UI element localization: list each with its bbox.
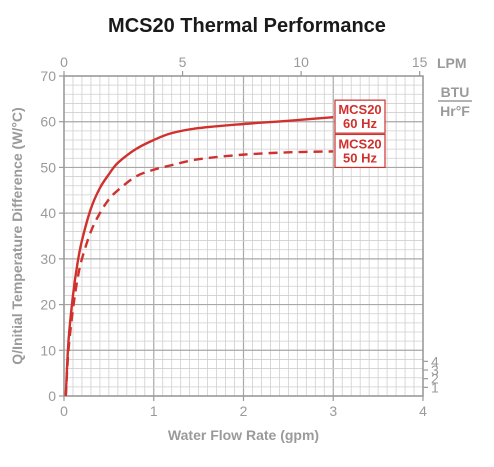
y-tick-label: 70: [40, 68, 56, 84]
grid: [63, 75, 424, 397]
y-tick-label: 40: [40, 205, 56, 221]
top-tick-label: 0: [60, 54, 68, 70]
top-tick-label: 10: [293, 54, 309, 70]
series-line-60hz: [64, 115, 334, 397]
chart-title: MCS20 Thermal Performance: [108, 15, 386, 37]
series-label-frequency: 60 Hz: [343, 116, 377, 131]
series-label-frequency: 50 Hz: [343, 150, 377, 165]
right-tick-label: 4: [431, 353, 439, 369]
x-axis-title: Water Flow Rate (gpm): [168, 427, 319, 443]
y-tick-label: 10: [40, 342, 56, 358]
y-axis-title: Q/Initial Temperature Difference (W/°C): [9, 107, 25, 364]
y-tick-label: 50: [40, 159, 56, 175]
series-label-box: [334, 99, 386, 134]
y-tick-label: 0: [48, 388, 56, 404]
right-axis-unit-hr-f: Hr°F: [440, 103, 470, 119]
series-label-name: MCS20: [338, 136, 381, 151]
right-tick-label: 1: [431, 379, 439, 395]
right-tick-label: 3: [431, 362, 439, 378]
series-label-name: MCS20: [338, 102, 381, 117]
right-tick-label: 2: [431, 371, 439, 387]
series-label-box: [334, 133, 386, 169]
y-tick-label: 20: [40, 297, 56, 313]
x-tick-label: 4: [419, 403, 427, 419]
x-tick-label: 1: [150, 403, 158, 419]
y-tick-label: 30: [40, 251, 56, 267]
y-tick-label: 60: [40, 114, 56, 130]
top-tick-label: 15: [412, 54, 428, 70]
top-tick-label: 5: [179, 54, 187, 70]
x-tick-label: 0: [60, 403, 68, 419]
top-axis-unit-lpm: LPM: [437, 55, 467, 71]
x-tick-label: 3: [329, 403, 337, 419]
right-axis-unit-btu: BTU: [441, 84, 470, 100]
x-tick-label: 2: [240, 403, 248, 419]
